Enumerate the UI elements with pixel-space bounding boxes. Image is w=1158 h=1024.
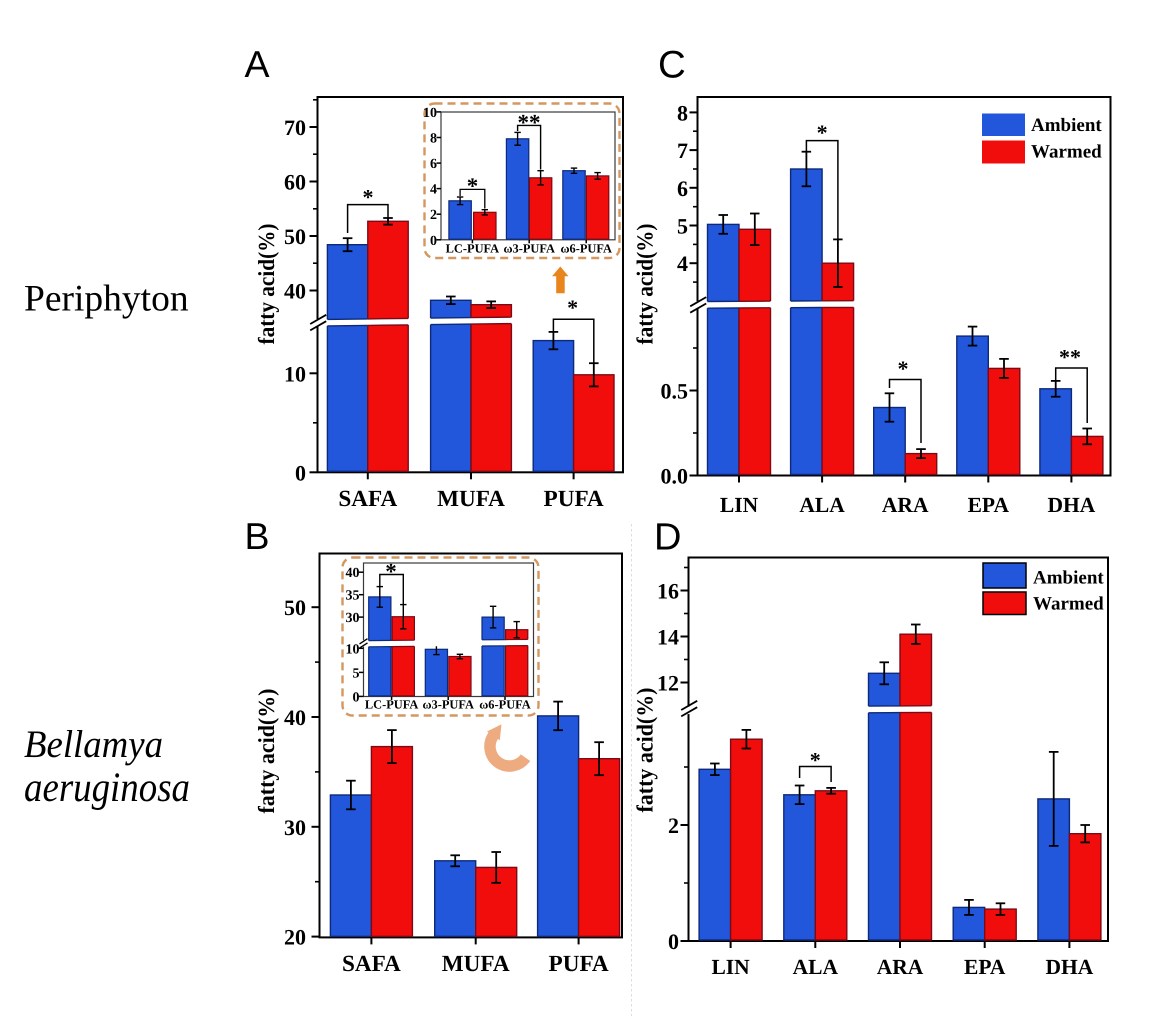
- svg-text:*: *: [467, 174, 479, 199]
- svg-text:ALA: ALA: [793, 955, 839, 979]
- svg-text:*: *: [810, 748, 821, 773]
- svg-text:6: 6: [677, 176, 688, 201]
- svg-text:10: 10: [346, 642, 360, 657]
- svg-text:4: 4: [430, 183, 437, 198]
- svg-text:Ambient: Ambient: [1033, 568, 1104, 589]
- svg-text:50: 50: [284, 595, 306, 620]
- svg-text:0.5: 0.5: [661, 379, 689, 404]
- svg-text:ARA: ARA: [877, 955, 924, 979]
- svg-text:6: 6: [430, 157, 437, 172]
- svg-text:4: 4: [677, 251, 688, 276]
- svg-text:ω3-PUFA: ω3-PUFA: [422, 698, 474, 712]
- svg-text:2: 2: [668, 813, 679, 838]
- svg-text:35: 35: [346, 589, 360, 604]
- svg-text:**: **: [518, 110, 541, 135]
- svg-text:LIN: LIN: [720, 493, 759, 517]
- svg-text:40: 40: [346, 566, 360, 581]
- svg-text:0.0: 0.0: [661, 464, 689, 489]
- svg-text:8: 8: [430, 132, 437, 147]
- svg-text:Ambient: Ambient: [1031, 115, 1102, 136]
- svg-text:Warmed: Warmed: [1033, 594, 1104, 615]
- svg-text:*: *: [898, 356, 909, 381]
- svg-text:Bellamya: Bellamya: [24, 723, 163, 766]
- svg-text:10: 10: [423, 106, 437, 121]
- svg-text:LC-PUFA: LC-PUFA: [446, 242, 500, 256]
- svg-text:C: C: [658, 44, 686, 87]
- svg-text:ω6-PUFA: ω6-PUFA: [560, 242, 612, 256]
- svg-text:*: *: [385, 559, 397, 584]
- svg-text:0: 0: [295, 460, 306, 485]
- svg-text:0: 0: [430, 234, 437, 249]
- svg-text:SAFA: SAFA: [338, 486, 397, 512]
- svg-text:B: B: [245, 515, 270, 557]
- svg-text:EPA: EPA: [968, 493, 1010, 517]
- svg-text:20: 20: [284, 925, 306, 950]
- svg-text:MUFA: MUFA: [442, 951, 510, 977]
- svg-text:ω3-PUFA: ω3-PUFA: [503, 242, 555, 256]
- svg-text:*: *: [363, 185, 374, 210]
- svg-text:PUFA: PUFA: [544, 486, 604, 512]
- svg-text:DHA: DHA: [1048, 493, 1096, 517]
- svg-text:60: 60: [284, 170, 306, 195]
- svg-text:ALA: ALA: [799, 493, 845, 517]
- svg-text:14: 14: [657, 625, 679, 650]
- svg-text:LIN: LIN: [711, 955, 750, 979]
- svg-text:30: 30: [284, 815, 306, 840]
- svg-text:Periphyton: Periphyton: [24, 279, 189, 320]
- svg-text:fatty acid(%): fatty acid(%): [633, 688, 658, 813]
- svg-text:16: 16: [657, 579, 679, 604]
- svg-text:*: *: [567, 295, 578, 320]
- svg-text:A: A: [245, 43, 270, 85]
- svg-text:70: 70: [284, 115, 306, 140]
- svg-text:10: 10: [284, 361, 306, 386]
- svg-text:8: 8: [677, 100, 688, 125]
- svg-text:50: 50: [284, 224, 306, 249]
- svg-text:fatty acid(%): fatty acid(%): [633, 224, 658, 345]
- svg-text:*: *: [817, 120, 828, 145]
- svg-text:PUFA: PUFA: [549, 951, 609, 977]
- svg-text:12: 12: [657, 671, 679, 696]
- svg-text:fatty acid(%): fatty acid(%): [254, 689, 279, 814]
- svg-text:2: 2: [430, 208, 437, 223]
- svg-text:fatty acid(%): fatty acid(%): [254, 224, 279, 345]
- svg-text:D: D: [654, 517, 681, 559]
- svg-text:Warmed: Warmed: [1031, 142, 1102, 163]
- svg-text:40: 40: [284, 705, 306, 730]
- svg-text:DHA: DHA: [1046, 955, 1094, 979]
- svg-text:LC-PUFA: LC-PUFA: [365, 698, 419, 712]
- svg-text:5: 5: [353, 666, 360, 681]
- svg-text:**: **: [1059, 345, 1081, 370]
- svg-text:SAFA: SAFA: [342, 951, 401, 977]
- svg-text:30: 30: [346, 611, 360, 626]
- svg-text:MUFA: MUFA: [437, 486, 505, 512]
- svg-text:EPA: EPA: [964, 955, 1006, 979]
- svg-text:7: 7: [677, 138, 688, 163]
- svg-text:ARA: ARA: [882, 493, 929, 517]
- svg-text:40: 40: [284, 279, 306, 304]
- svg-text:0: 0: [353, 690, 360, 705]
- svg-text:0: 0: [668, 929, 679, 954]
- svg-text:aeruginosa: aeruginosa: [24, 765, 190, 811]
- svg-text:5: 5: [677, 214, 688, 239]
- svg-text:ω6-PUFA: ω6-PUFA: [479, 698, 531, 712]
